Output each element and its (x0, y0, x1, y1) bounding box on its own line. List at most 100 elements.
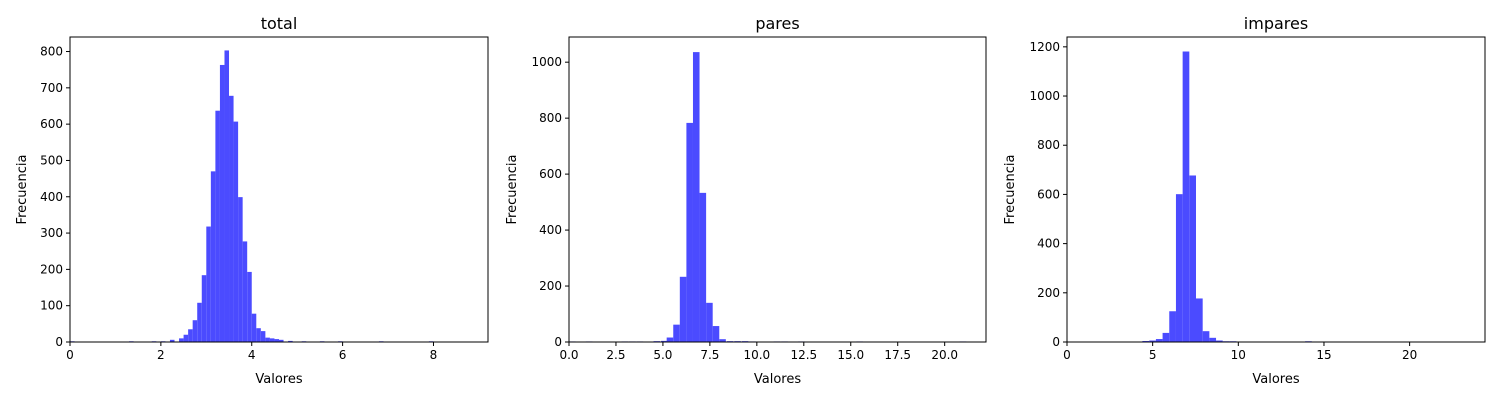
histogram-bar (251, 313, 257, 342)
x-tick-label: 4 (248, 348, 256, 362)
y-axis-label: Frecuencia (15, 155, 30, 225)
histogram-bar (692, 52, 700, 343)
histogram-bar (279, 339, 284, 342)
y-tick-label: 400 (1037, 237, 1060, 251)
histogram-bar (661, 340, 668, 342)
histogram-bar (229, 95, 234, 342)
histogram-bar (274, 339, 279, 342)
y-tick-label: 700 (40, 81, 63, 95)
histogram-bar (1189, 175, 1196, 342)
histogram-bar (1155, 339, 1163, 342)
x-tick-label: 10 (1231, 348, 1246, 362)
histogram-bar (699, 192, 707, 342)
histogram-bar (256, 328, 261, 342)
histogram-bar (238, 197, 243, 343)
x-axis-label: Valores (1252, 372, 1299, 387)
x-tick-label: 15 (1316, 348, 1331, 362)
histogram-bar (679, 276, 687, 342)
histogram-bar (712, 326, 720, 342)
x-tick-label: 8 (430, 348, 438, 362)
bars-group (70, 50, 443, 343)
y-tick-label: 0 (554, 335, 562, 349)
chart-title: pares (755, 14, 799, 33)
y-tick-label: 0 (1052, 335, 1060, 349)
bars-group (569, 52, 967, 343)
y-tick-label: 600 (40, 117, 63, 131)
y-tick-label: 200 (539, 279, 562, 293)
histogram-bar (288, 340, 293, 342)
x-tick-label: 12.5 (790, 348, 817, 362)
histogram-bar (269, 338, 275, 342)
y-tick-label: 500 (40, 153, 63, 167)
x-tick-label: 17.5 (884, 348, 911, 362)
histogram-panel-pares: pares Valores Frecuencia 0.0 2.5 5.0 7.5 10.… (505, 14, 987, 387)
axes-frame (1066, 36, 1486, 343)
histogram-bar (706, 302, 713, 342)
y-tick-label: 1000 (1029, 89, 1060, 103)
histogram-bar (224, 50, 230, 343)
x-tick-label: 0 (66, 348, 74, 362)
histogram-panel-impares: impares Valores Frecuencia 0 5 10 15 2002004… (1003, 14, 1486, 387)
y-tick-label: 200 (40, 262, 63, 276)
histogram-bar (192, 320, 198, 342)
histogram-bar (183, 334, 189, 342)
y-axis-label: Frecuencia (1003, 155, 1018, 225)
x-axis-label: Valores (255, 372, 302, 387)
histogram-bar (686, 122, 693, 343)
histogram-bar (719, 339, 726, 342)
x-tick-label: 0 (1063, 348, 1071, 362)
x-tick-label: 0.0 (559, 348, 578, 362)
histogram-bar (265, 337, 270, 342)
axes-frame (568, 36, 987, 343)
y-tick-label: 600 (539, 167, 562, 181)
y-tick-label: 800 (539, 111, 562, 125)
y-tick-label: 1000 (531, 55, 562, 69)
x-tick-label: 5.0 (653, 348, 672, 362)
chart-title: impares (1244, 14, 1308, 33)
x-tick-label: 10.0 (743, 348, 770, 362)
y-tick-label: 100 (40, 299, 63, 313)
y-tick-label: 200 (1037, 286, 1060, 300)
histogram-bar (1149, 340, 1156, 342)
x-tick-label: 7.5 (700, 348, 719, 362)
histogram-bar (215, 110, 220, 343)
histogram-bar (242, 241, 248, 342)
y-tick-label: 400 (539, 223, 562, 237)
histogram-bar (666, 337, 674, 342)
histogram-bar (201, 275, 207, 342)
histogram-bar (169, 339, 175, 342)
x-tick-label: 5 (1149, 348, 1157, 362)
histogram-bar (1175, 194, 1183, 342)
histogram-bar (673, 324, 680, 342)
x-tick-label: 20 (1402, 348, 1417, 362)
histogram-bar (206, 226, 211, 342)
histogram-bar (1169, 311, 1176, 342)
histogram-bar (1216, 340, 1223, 342)
histogram-bar (188, 329, 193, 342)
y-tick-label: 800 (40, 45, 63, 59)
x-axis-label: Valores (754, 372, 801, 387)
y-tick-label: 800 (1037, 138, 1060, 152)
y-tick-label: 0 (55, 335, 63, 349)
y-axis-label: Frecuencia (505, 155, 520, 225)
histogram-bar (233, 121, 239, 342)
x-tick-label: 2 (157, 348, 165, 362)
histogram-bar (1182, 51, 1190, 342)
histogram-bar (247, 271, 252, 342)
y-tick-label: 300 (40, 226, 63, 240)
y-tick-label: 400 (40, 190, 63, 204)
axes-frame (69, 36, 489, 343)
histogram-bar (219, 64, 225, 343)
histogram-bar (1162, 332, 1170, 342)
histogram-bar (179, 338, 184, 342)
histogram-bar (1202, 331, 1210, 342)
histogram-bar (260, 331, 266, 342)
y-tick-label: 1200 (1029, 40, 1060, 54)
x-tick-label: 15.0 (837, 348, 864, 362)
histogram-bar (1209, 337, 1217, 342)
x-tick-label: 20.0 (931, 348, 958, 362)
x-tick-label: 6 (339, 348, 347, 362)
x-tick-label: 2.5 (606, 348, 625, 362)
histogram-bar (1196, 298, 1203, 342)
